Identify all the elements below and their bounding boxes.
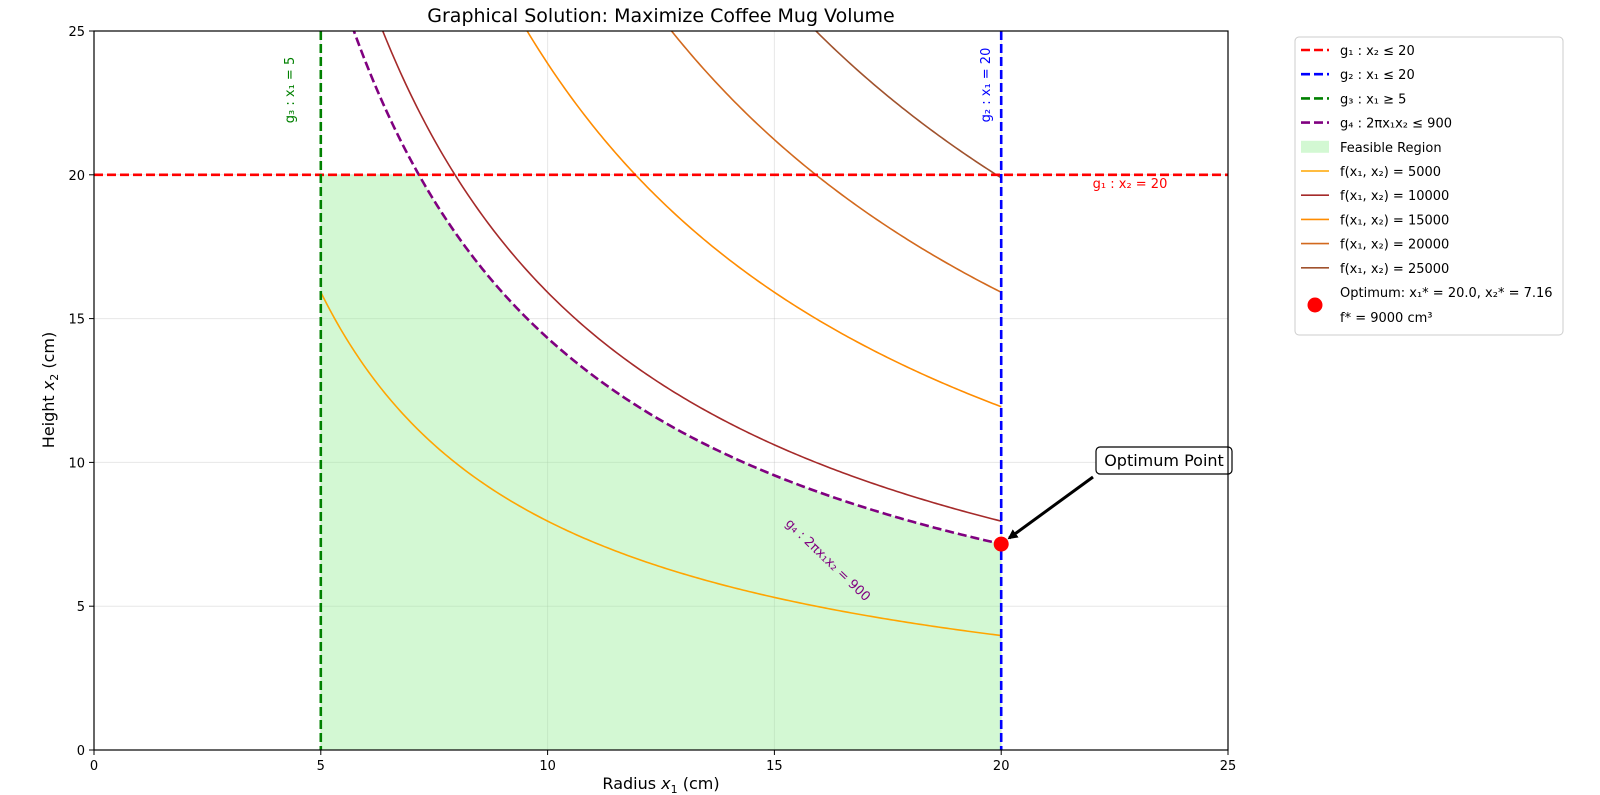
plot-background	[94, 31, 1228, 750]
x-tick-label: 5	[317, 759, 325, 774]
legend-g2-label: g₂ : x₁ ≤ 20	[1340, 68, 1415, 83]
legend: g₁ : x₂ ≤ 20 g₂ : x₁ ≤ 20 g₃ : x₁ ≥ 5 g₄ : …	[1294, 36, 1564, 336]
x-tick-label: 20	[993, 759, 1010, 774]
contour-line-5000	[320, 291, 1002, 637]
legend-contour-25000-label: f(x₁, x₂) = 25000	[1340, 262, 1449, 277]
chart-title: Graphical Solution: Maximize Coffee Mug …	[427, 5, 894, 27]
legend-contour-10000-label: f(x₁, x₂) = 10000	[1340, 189, 1449, 204]
y-tick-label: 0	[77, 744, 85, 759]
legend-contour-5000-label: f(x₁, x₂) = 5000	[1340, 165, 1441, 180]
y-tick-label: 5	[77, 600, 85, 615]
optimum-annotation-box	[1095, 446, 1233, 475]
x-tick-label: 25	[1220, 759, 1237, 774]
axes-frame	[93, 30, 1229, 751]
constraint-g3-label: g₃ : x₁ = 5	[283, 57, 298, 123]
legend-g1-label: g₁ : x₂ ≤ 20	[1340, 44, 1415, 59]
feasible-region	[320, 174, 1002, 751]
legend-feasible-swatch	[1301, 140, 1329, 153]
constraint-g4-line	[352, 31, 1002, 546]
plot-clip-group	[94, 31, 1228, 750]
contour-line-20000	[670, 31, 1002, 293]
x-tick-label: 10	[539, 759, 556, 774]
legend-optimum-label-2: f* = 9000 cm³	[1340, 311, 1432, 326]
contour-line-25000	[814, 31, 1002, 179]
legend-g3-label: g₃ : x₁ ≥ 5	[1340, 92, 1406, 107]
constraint-g1-label: g₁ : x₂ = 20	[1093, 177, 1168, 192]
optimum-annotation-text: Optimum Point	[1104, 451, 1224, 470]
x-tick-label: 15	[766, 759, 783, 774]
y-tick-label: 15	[68, 313, 85, 328]
y-axis-label: Height x2 (cm)	[39, 332, 61, 448]
y-tick-label: 25	[68, 25, 85, 40]
legend-optimum-label-1: Optimum: x₁* = 20.0, x₂* = 7.16	[1340, 286, 1553, 301]
contour-line-15000	[526, 31, 1002, 408]
contour-line-10000	[381, 31, 1002, 522]
legend-g4-label: g₄ : 2πx₁x₂ ≤ 900	[1340, 117, 1452, 132]
constraint-g2-label: g₂ : x₁ = 20	[979, 48, 994, 123]
legend-box	[1294, 36, 1564, 336]
legend-contour-15000-label: f(x₁, x₂) = 15000	[1340, 213, 1449, 228]
x-tick-label: 0	[90, 759, 98, 774]
optimum-arrow	[1007, 475, 1094, 540]
x-axis-label: Radius x1 (cm)	[602, 774, 719, 795]
legend-feasible-label: Feasible Region	[1340, 141, 1442, 156]
optimum-point	[993, 536, 1009, 552]
y-tick-label: 20	[68, 169, 85, 184]
legend-optimum-swatch	[1307, 297, 1323, 313]
y-tick-label: 10	[68, 456, 85, 471]
legend-contour-20000-label: f(x₁, x₂) = 20000	[1340, 238, 1449, 253]
